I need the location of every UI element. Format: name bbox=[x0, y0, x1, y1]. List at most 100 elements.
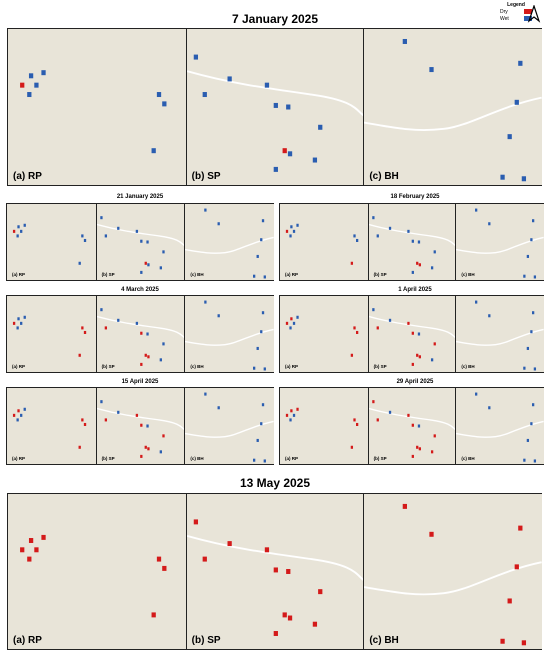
parcel-dry bbox=[355, 330, 359, 334]
pane-label-bh: (c) BH bbox=[190, 364, 204, 369]
parcel-dry bbox=[144, 261, 147, 265]
parcel-wet bbox=[217, 222, 221, 226]
map-pane-bh: (c) BH bbox=[455, 204, 544, 280]
parcel-dry bbox=[135, 413, 138, 417]
road-line bbox=[456, 420, 544, 438]
parcel-dry bbox=[433, 342, 436, 346]
pane-label-rp: (a) RP bbox=[12, 364, 26, 369]
parcel-wet bbox=[146, 332, 149, 336]
pane-label-bh: (c) BH bbox=[369, 171, 399, 182]
parcel-wet bbox=[263, 275, 267, 279]
parcel-wet bbox=[17, 317, 20, 321]
map-pane-sp: (b) SP bbox=[95, 204, 186, 280]
parcel-wet bbox=[204, 300, 207, 304]
parcel-wet bbox=[256, 438, 260, 442]
parcel-dry bbox=[415, 353, 419, 357]
parcel-wet bbox=[403, 38, 408, 44]
parcel-dry bbox=[285, 229, 289, 233]
parcel-dry bbox=[34, 547, 39, 553]
legend-label-wet: Wet bbox=[500, 15, 509, 22]
parcel-dry bbox=[406, 321, 410, 325]
map-pane-sp: (b) SP bbox=[185, 29, 365, 185]
parcel-wet bbox=[99, 216, 103, 220]
parcel-dry bbox=[139, 331, 143, 335]
parcel-wet bbox=[522, 176, 527, 182]
parcel-dry bbox=[376, 326, 379, 330]
parcel-wet bbox=[532, 403, 535, 407]
parcel-wet bbox=[104, 234, 107, 238]
parcel-wet bbox=[256, 346, 260, 350]
parcel-dry bbox=[406, 413, 410, 417]
pane-label-sp: (b) SP bbox=[373, 272, 387, 277]
parcel-dry bbox=[350, 261, 354, 265]
parcel-wet bbox=[371, 308, 375, 312]
parcel-wet bbox=[146, 263, 150, 267]
parcel-dry bbox=[202, 556, 207, 562]
parcel-wet bbox=[253, 458, 256, 462]
parcel-wet bbox=[292, 229, 296, 233]
road-line bbox=[368, 223, 457, 248]
parcel-dry bbox=[81, 326, 84, 330]
map-pane-bh: (c) BH bbox=[363, 494, 542, 649]
road-line bbox=[185, 236, 274, 254]
road-line bbox=[96, 315, 186, 340]
parcel-wet bbox=[376, 234, 379, 238]
parcel-wet bbox=[256, 254, 260, 258]
parcel-dry bbox=[41, 534, 46, 540]
parcel-wet bbox=[475, 392, 478, 396]
parcel-dry bbox=[17, 409, 20, 413]
parcel-wet bbox=[388, 226, 391, 230]
parcel-dry bbox=[433, 434, 436, 438]
parcel-wet bbox=[41, 70, 46, 76]
parcel-dry bbox=[514, 564, 520, 570]
map-pane-sp: (b) SP bbox=[367, 388, 457, 464]
parcel-wet bbox=[417, 424, 420, 428]
road-line bbox=[185, 328, 274, 346]
map-title-jan7: 7 January 2025 bbox=[231, 12, 319, 26]
map-pane-bh: (c) BH bbox=[363, 29, 542, 185]
parcel-wet bbox=[411, 270, 414, 274]
parcel-dry bbox=[162, 565, 167, 571]
parcel-wet bbox=[523, 274, 526, 278]
parcel-wet bbox=[296, 223, 299, 227]
parcel-wet bbox=[260, 238, 263, 242]
parcel-dry bbox=[146, 355, 150, 359]
parcel-dry bbox=[353, 326, 356, 330]
parcel-wet bbox=[289, 234, 292, 238]
parcel-wet bbox=[20, 413, 23, 417]
parcel-dry bbox=[411, 454, 414, 458]
road-line bbox=[368, 407, 457, 432]
map-title-jan21: 21 January 2025 bbox=[116, 194, 164, 200]
parcel-wet bbox=[527, 254, 530, 258]
parcel-dry bbox=[415, 445, 419, 449]
parcel-wet bbox=[523, 366, 526, 370]
parcel-dry bbox=[12, 229, 16, 233]
parcel-wet bbox=[23, 407, 26, 411]
parcel-dry bbox=[500, 638, 506, 644]
parcel-dry bbox=[282, 148, 287, 154]
legend-item-wet: Wet bbox=[497, 15, 535, 22]
parcel-dry bbox=[290, 409, 293, 413]
road-line bbox=[456, 328, 544, 346]
parcel-wet bbox=[83, 238, 87, 242]
parcel-dry bbox=[415, 261, 419, 265]
parcel-wet bbox=[353, 234, 356, 238]
parcel-wet bbox=[475, 208, 478, 212]
road-line bbox=[185, 420, 274, 438]
parcel-dry bbox=[287, 615, 292, 621]
parcel-dry bbox=[355, 422, 359, 426]
pane-label-bh: (c) BH bbox=[461, 272, 475, 277]
pane-label-rp: (a) RP bbox=[285, 456, 299, 461]
pane-label-rp: (a) RP bbox=[13, 635, 42, 646]
parcel-wet bbox=[262, 219, 265, 223]
parcel-wet bbox=[530, 238, 533, 242]
parcel-dry bbox=[285, 569, 291, 574]
parcel-wet bbox=[289, 326, 292, 330]
parcel-dry bbox=[312, 621, 317, 627]
map-pane-sp: (b) SP bbox=[367, 204, 457, 280]
parcel-wet bbox=[371, 216, 375, 220]
parcel-wet bbox=[16, 418, 19, 422]
pane-label-bh: (c) BH bbox=[190, 456, 204, 461]
parcel-wet bbox=[217, 406, 221, 410]
parcel-wet bbox=[116, 318, 120, 322]
